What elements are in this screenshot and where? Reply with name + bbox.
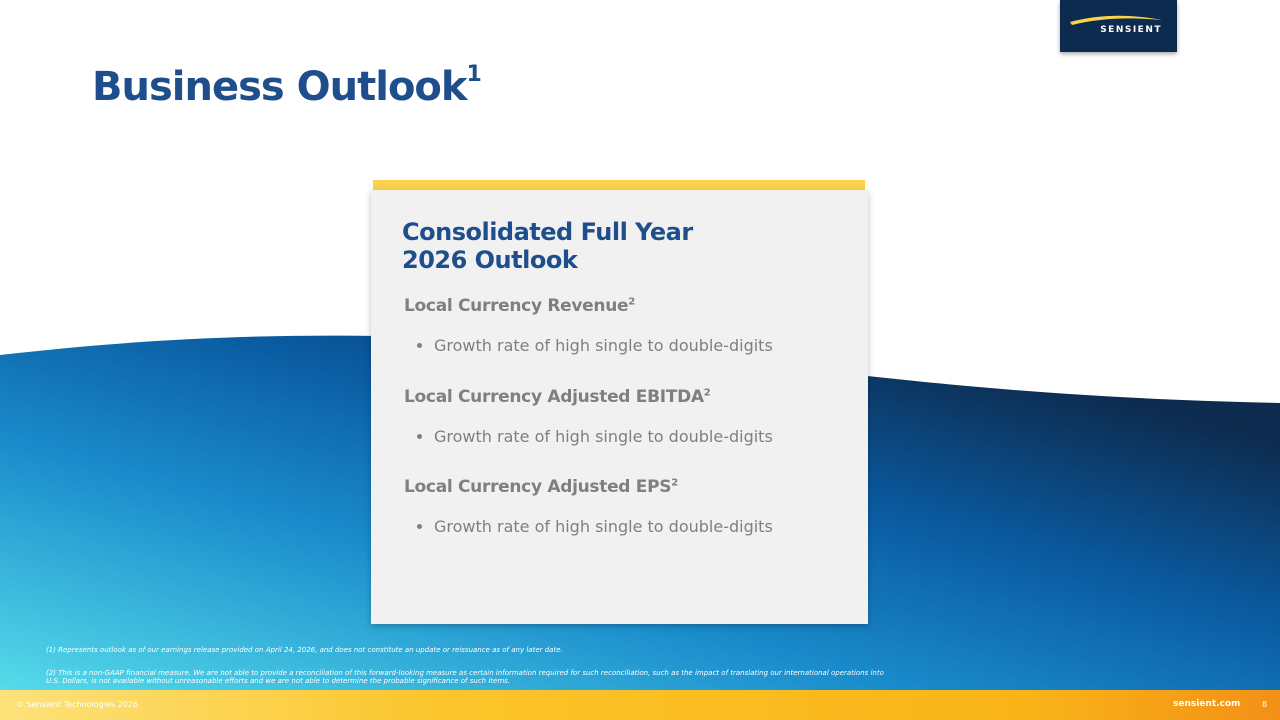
section-heading: Local Currency Revenue2 <box>404 296 773 316</box>
footnote: (1) Represents outlook as of our earning… <box>46 646 563 654</box>
footnote: (2) This is a non-GAAP financial measure… <box>46 669 884 685</box>
title: Business Outlook1 <box>92 62 482 110</box>
logo-text: SENSIENT <box>1100 25 1162 35</box>
section: Local Currency Adjusted EPS2 Growth rate … <box>404 477 773 536</box>
outlook-card: Consolidated Full Year 2026 Outlook Local… <box>371 190 868 624</box>
card-title: Consolidated Full Year 2026 Outlook <box>402 218 693 274</box>
logo: SENSIENT <box>1060 0 1177 52</box>
section: Local Currency Adjusted EBITDA2 Growth ra… <box>404 387 773 446</box>
heading-note: 2 <box>628 296 635 308</box>
heading-note: 2 <box>703 387 711 399</box>
section-heading: Local Currency Adjusted EPS2 <box>404 477 773 497</box>
bullet-list: Growth rate of high single to double-dig… <box>404 517 773 536</box>
page-number: 8 <box>1262 700 1268 709</box>
bullet-list: Growth rate of high single to double-dig… <box>404 427 773 446</box>
logo-mark <box>1070 15 1162 25</box>
title-text: Business Outlook <box>92 64 468 110</box>
bullet: Growth rate of high single to double-dig… <box>434 517 773 536</box>
section: Local Currency Revenue2 Growth rate of hi… <box>404 296 773 355</box>
card-title-line: 2026 Outlook <box>402 246 578 274</box>
bullet-list: Growth rate of high single to double-dig… <box>404 336 773 355</box>
card-accent <box>373 180 865 190</box>
footer-band <box>0 690 1280 720</box>
copyright: © Sensient Technologies 2026 <box>16 700 138 709</box>
heading-note: 2 <box>671 477 678 489</box>
title-note: 1 <box>466 62 482 87</box>
heading-text: Local Currency Adjusted EBITDA <box>404 387 704 407</box>
section-heading: Local Currency Adjusted EBITDA2 <box>404 387 773 407</box>
bullet: Growth rate of high single to double-dig… <box>434 427 773 446</box>
bullet: Growth rate of high single to double-dig… <box>434 336 773 355</box>
heading-text: Local Currency Revenue <box>404 296 629 316</box>
card-title-line: Consolidated Full Year <box>402 218 693 246</box>
website: sensient.com <box>1173 699 1241 709</box>
heading-text: Local Currency Adjusted EPS <box>404 477 672 497</box>
